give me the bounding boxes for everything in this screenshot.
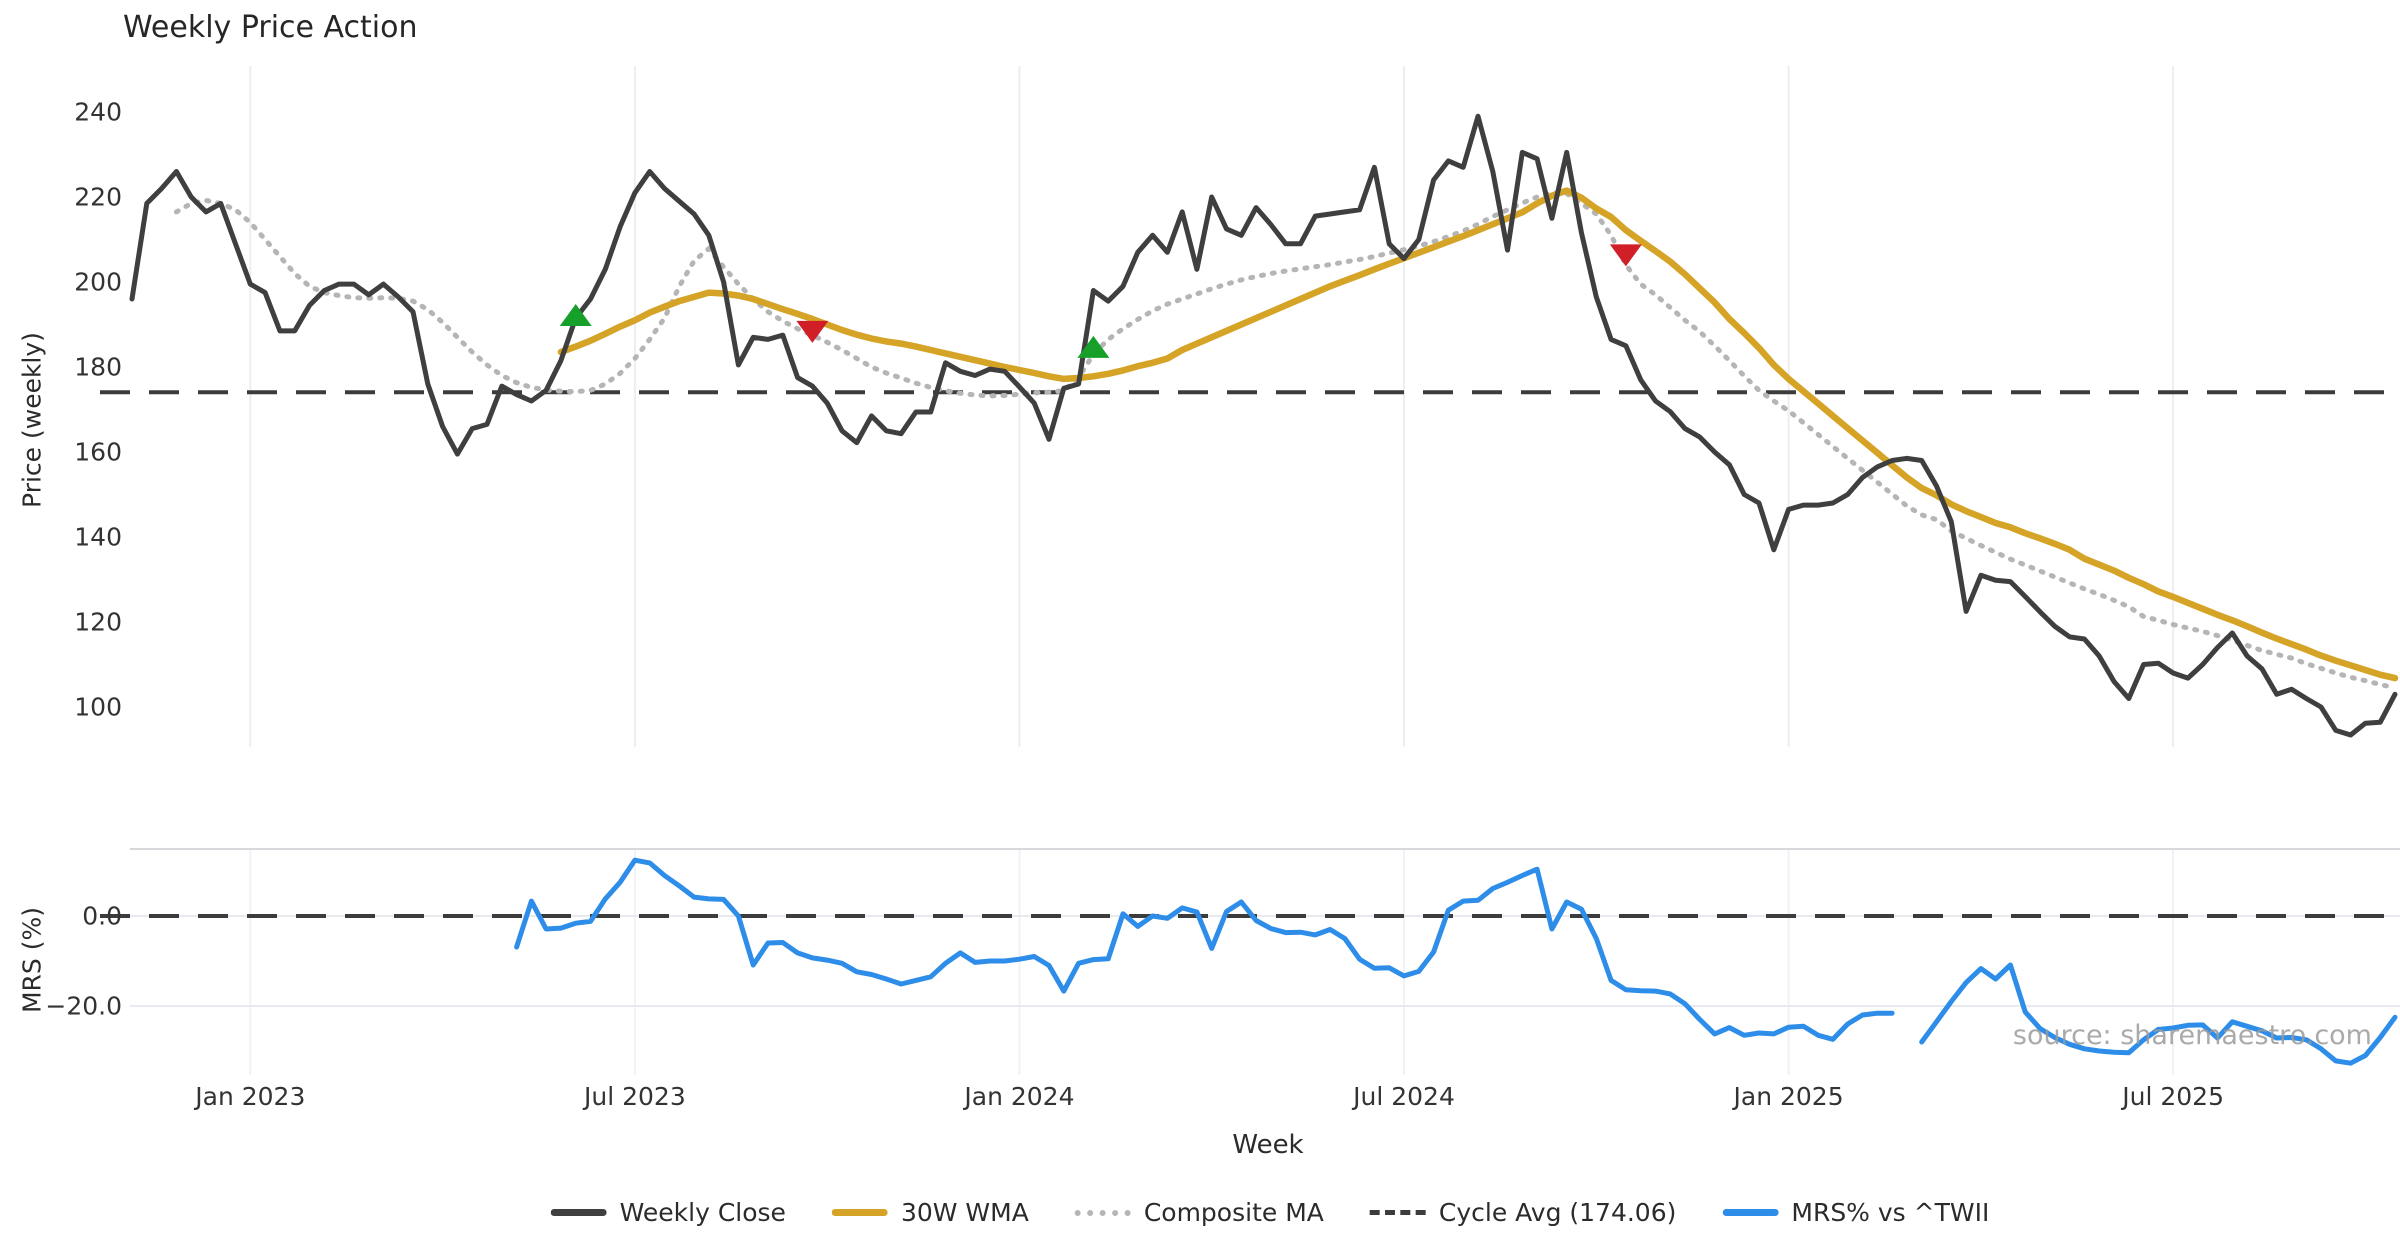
- week-axis-label: Week: [1232, 1130, 1304, 1160]
- legend-swatch: [1722, 1209, 1779, 1216]
- price-tick-160: 160: [74, 437, 122, 467]
- legend-swatch: [1369, 1210, 1426, 1215]
- week-tick: Jul 2023: [584, 1082, 686, 1111]
- legend-item-mrs-vs-twii: MRS% vs ^TWII: [1722, 1198, 1989, 1227]
- legend-item-cycle-avg-174-06-: Cycle Avg (174.06): [1369, 1198, 1677, 1227]
- price-tick-120: 120: [74, 607, 122, 637]
- legend-swatch: [1074, 1209, 1131, 1216]
- legend-label: 30W WMA: [900, 1198, 1029, 1227]
- legend-swatch: [831, 1209, 888, 1216]
- chart-legend: Weekly Close 30W WMA Composite MA Cycle Avg…: [550, 1198, 1989, 1227]
- source-watermark: source: sharemaestro.com: [2012, 1020, 2372, 1051]
- legend-label: MRS% vs ^TWII: [1791, 1198, 1990, 1227]
- week-tick: Jul 2024: [1353, 1082, 1455, 1111]
- week-tick: Jan 2025: [1733, 1082, 1844, 1111]
- mrs-tick--20: −20.0: [45, 991, 122, 1021]
- legend-item-30w-wma: 30W WMA: [831, 1198, 1029, 1227]
- price-tick-180: 180: [74, 352, 122, 382]
- price-tick-240: 240: [74, 97, 122, 127]
- price-axis-label: Price (weekly): [17, 332, 47, 508]
- buy-signal-marker: [1077, 335, 1110, 358]
- mrs-tick-0: 0.0: [82, 901, 122, 931]
- week-tick: Jan 2023: [195, 1082, 306, 1111]
- legend-swatch: [550, 1209, 607, 1216]
- buy-signal-marker: [559, 304, 592, 326]
- week-tick: Jul 2025: [2122, 1082, 2224, 1111]
- legend-label: Weekly Close: [619, 1198, 786, 1227]
- chart-title: Weekly Price Action: [123, 10, 418, 45]
- price-tick-100: 100: [74, 692, 122, 722]
- price-tick-200: 200: [74, 267, 122, 297]
- legend-label: Cycle Avg (174.06): [1438, 1198, 1677, 1227]
- sell-signal-marker: [796, 320, 829, 343]
- mrs-axis-label: MRS (%): [17, 906, 47, 1014]
- legend-label: Composite MA: [1143, 1198, 1324, 1227]
- week-tick: Jan 2024: [964, 1082, 1075, 1111]
- price-tick-140: 140: [74, 522, 122, 552]
- legend-item-composite-ma: Composite MA: [1074, 1198, 1324, 1227]
- sell-signal-marker: [1609, 244, 1642, 267]
- price-tick-220: 220: [74, 182, 122, 212]
- legend-item-weekly-close: Weekly Close: [550, 1198, 786, 1227]
